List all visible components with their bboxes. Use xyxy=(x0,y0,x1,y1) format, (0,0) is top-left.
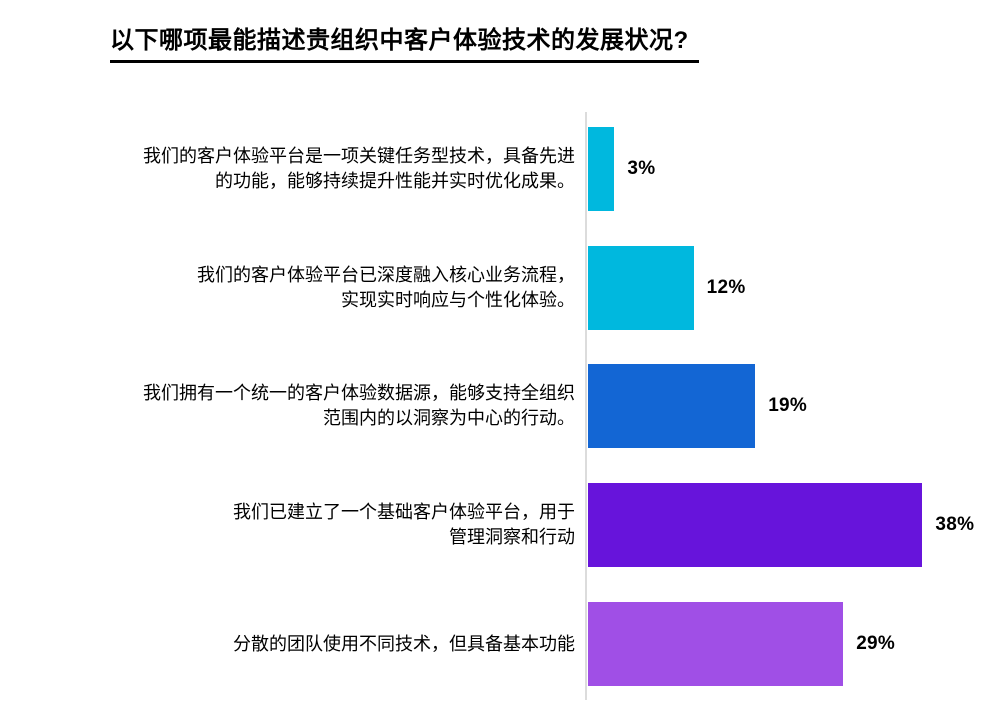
category-label: 分散的团队使用不同技术，但具备基本功能 xyxy=(233,633,575,654)
bar-row: 我们拥有一个统一的客户体验数据源，能够支持全组织 范围内的以洞察为中心的行动。 … xyxy=(0,364,1000,448)
value-label: 38% xyxy=(935,514,975,535)
bar xyxy=(588,364,756,448)
value-label: 3% xyxy=(627,158,656,179)
category-label: 我们已建立了一个基础客户体验平台，用于 管理洞察和行动 xyxy=(233,502,575,547)
value-label: 12% xyxy=(706,277,746,298)
bar xyxy=(588,602,844,686)
category-label: 我们的客户体验平台是一项关键任务型技术，具备先进 的功能，能够持续提升性能并实时… xyxy=(143,146,575,191)
bar-row: 分散的团队使用不同技术，但具备基本功能 29% xyxy=(0,602,1000,686)
value-label: 19% xyxy=(768,395,808,416)
category-label: 我们的客户体验平台已深度融入核心业务流程， 实现实时响应与个性化体验。 xyxy=(197,265,575,310)
bar xyxy=(588,127,615,211)
category-label: 我们拥有一个统一的客户体验数据源，能够支持全组织 范围内的以洞察为中心的行动。 xyxy=(143,383,575,428)
bar-row: 我们的客户体验平台是一项关键任务型技术，具备先进 的功能，能够持续提升性能并实时… xyxy=(0,127,1000,211)
bar-row: 我们的客户体验平台已深度融入核心业务流程， 实现实时响应与个性化体验。 12% xyxy=(0,246,1000,330)
y-axis-line xyxy=(585,112,587,700)
value-label: 29% xyxy=(856,633,896,654)
chart-title: 以下哪项最能描述贵组织中客户体验技术的发展状况? xyxy=(110,20,699,63)
bar xyxy=(588,483,923,567)
bar xyxy=(588,246,694,330)
bar-row: 我们已建立了一个基础客户体验平台，用于 管理洞察和行动 38% xyxy=(0,483,1000,567)
